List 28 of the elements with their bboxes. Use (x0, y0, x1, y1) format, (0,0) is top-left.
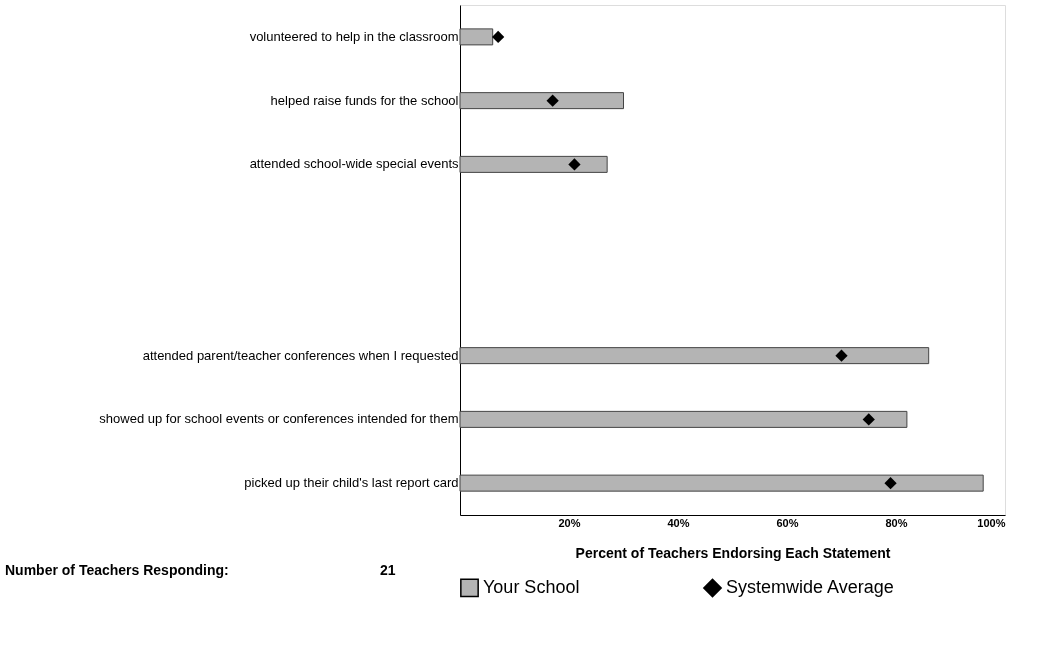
y-tick-label: helped raise funds for the school (270, 92, 459, 108)
x-tick-label: 60% (776, 516, 799, 529)
bar (459, 28, 494, 46)
x-axis-title: Percent of Teachers Endorsing Each Statement (575, 544, 891, 561)
text: Number of Teachers Responding: (5, 562, 229, 578)
y-tick-label: attended parent/teacher conferences when I requested (142, 347, 459, 363)
legend-label: Your School (483, 576, 580, 597)
x-tick-label: 40% (667, 516, 690, 529)
point (546, 94, 559, 107)
x-tick-label: 100% (977, 516, 1006, 529)
y-tick-label: attended school-wide special events (249, 156, 459, 172)
bar (459, 92, 624, 110)
text: 21 (380, 562, 396, 578)
bar (459, 347, 930, 365)
point (835, 349, 848, 362)
x-tick-label: 20% (558, 516, 581, 529)
y-tick-label: volunteered to help in the classroom (249, 28, 459, 44)
y-tick-label: showed up for school events or conferences intended for them (99, 411, 459, 427)
point (568, 158, 581, 171)
x-tick-label: 80% (885, 516, 908, 529)
y-tick-label: picked up their child's last report card (244, 475, 459, 491)
point (492, 30, 505, 43)
bar (459, 474, 984, 492)
legend-label: Systemwide Average (726, 576, 894, 597)
bar (459, 410, 908, 428)
point (884, 477, 897, 490)
point (862, 413, 875, 426)
bar (459, 155, 608, 173)
